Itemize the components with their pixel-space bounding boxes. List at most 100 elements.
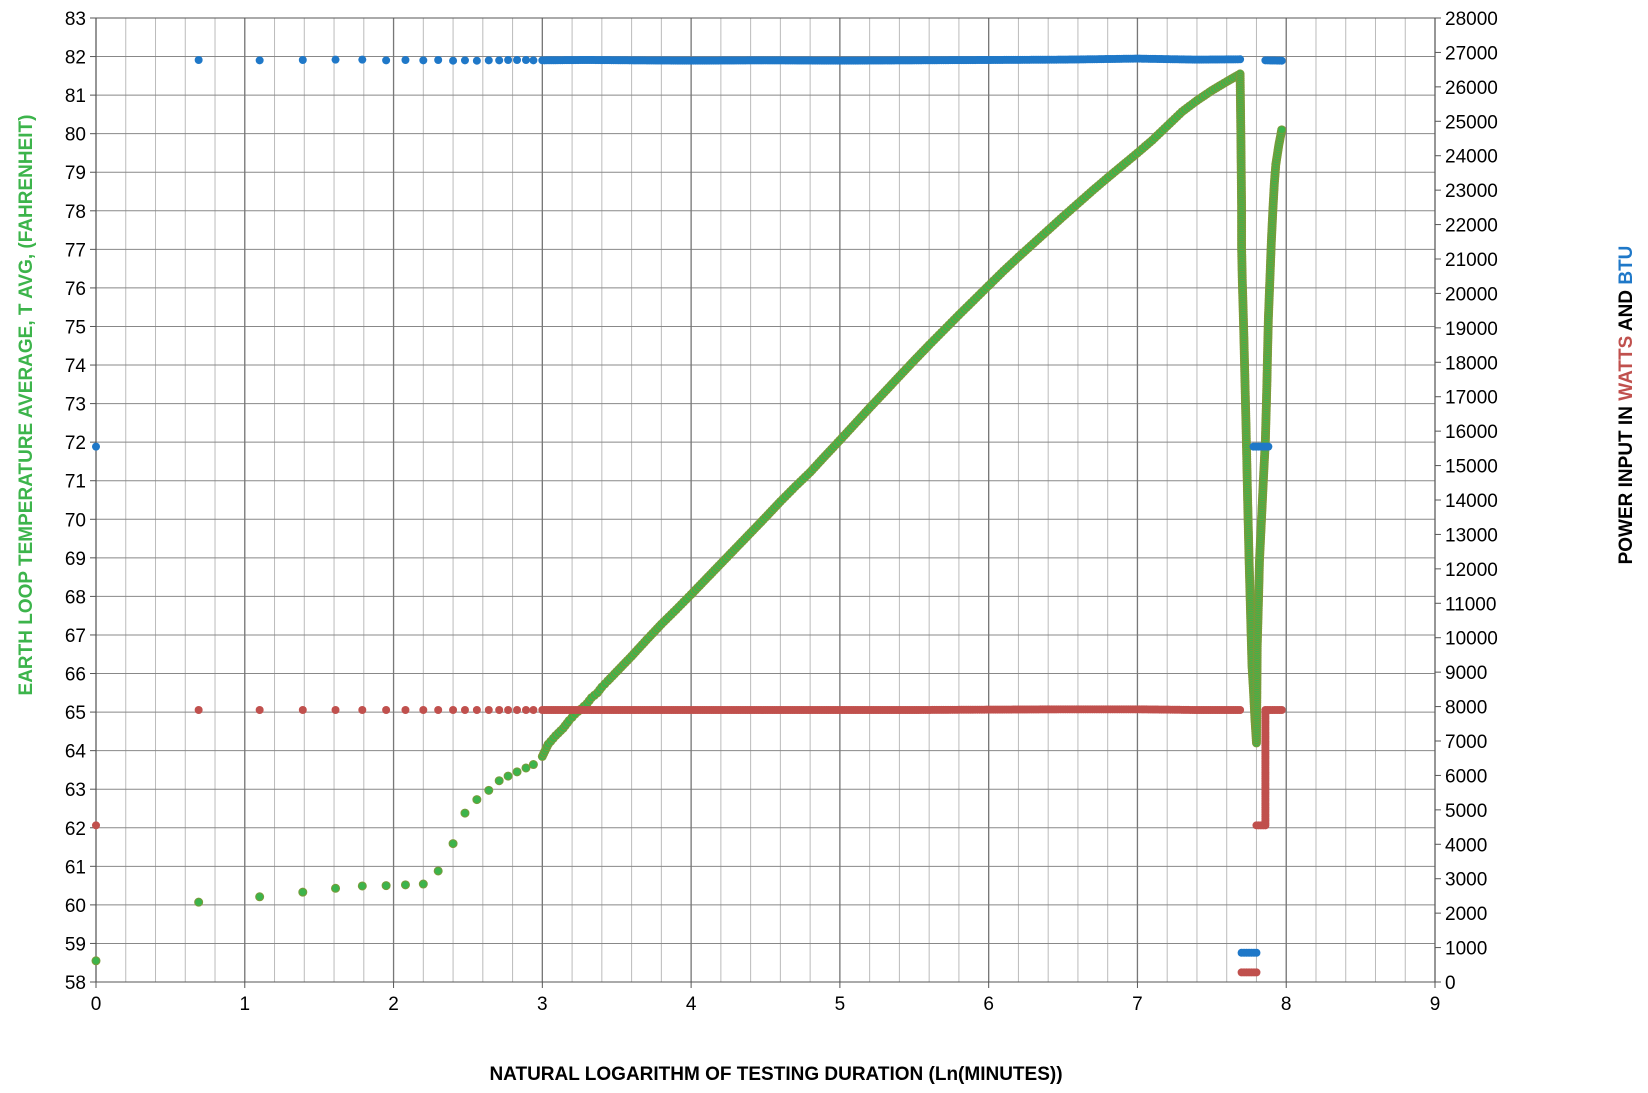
data-point xyxy=(381,881,391,891)
y-right-tick-label: 0 xyxy=(1445,973,1456,994)
data-point xyxy=(449,706,458,715)
y-right-tick-label: 21000 xyxy=(1445,250,1498,271)
data-point xyxy=(528,760,538,770)
data-point xyxy=(419,706,428,715)
x-tick-label: 2 xyxy=(388,994,399,1015)
y-right-tick-label: 20000 xyxy=(1445,284,1498,305)
series-0 xyxy=(91,69,1287,966)
y-left-tick-label: 70 xyxy=(65,510,86,531)
y-right-tick-label: 3000 xyxy=(1445,870,1487,891)
series-layer xyxy=(91,54,1287,977)
y-right-tick-label: 6000 xyxy=(1445,766,1487,787)
y-left-tick-label: 71 xyxy=(65,472,86,493)
minor-gridlines xyxy=(95,18,1436,982)
data-point xyxy=(484,706,493,715)
y-right-tick-label: 7000 xyxy=(1445,732,1487,753)
y-left-tick-label: 80 xyxy=(65,125,86,146)
series-2 xyxy=(92,54,1286,957)
y-left-tick-label: 79 xyxy=(65,163,86,184)
data-point xyxy=(434,56,443,64)
y-right-tick-label: 27000 xyxy=(1445,43,1498,64)
x-tick-label: 0 xyxy=(91,994,102,1015)
y-left-tick-label: 83 xyxy=(65,9,86,30)
data-point xyxy=(400,880,410,890)
data-point xyxy=(1252,948,1261,957)
y-right-tick-label: 26000 xyxy=(1445,78,1498,99)
y-right-tick-label: 15000 xyxy=(1445,457,1498,478)
data-point xyxy=(521,706,530,715)
y-axis-right-ticks: 0 1000 2000 3000 4000 5000 6000 7000 8000 9000 100… xyxy=(1435,9,1498,994)
y-axis-right-label-middle: AND xyxy=(1616,285,1637,336)
y-right-tick-label: 11000 xyxy=(1445,594,1496,615)
data-point xyxy=(419,56,428,65)
y-left-tick-label: 60 xyxy=(65,896,86,917)
data-point xyxy=(92,821,100,830)
y-right-tick-label: 5000 xyxy=(1445,801,1487,822)
data-point xyxy=(460,56,469,65)
data-point xyxy=(434,706,443,715)
data-point xyxy=(382,706,391,715)
series-1 xyxy=(92,705,1286,977)
data-point xyxy=(401,706,410,715)
data-point xyxy=(92,442,100,451)
y-right-tick-label: 9000 xyxy=(1445,663,1487,684)
major-gridlines xyxy=(95,17,1436,983)
data-point xyxy=(255,892,265,902)
y-axis-right-label-prefix: POWER INPUT IN xyxy=(1616,401,1637,565)
x-tick-label: 4 xyxy=(686,994,697,1015)
data-point xyxy=(331,883,341,893)
data-point xyxy=(504,56,513,64)
data-point xyxy=(331,55,340,64)
y-left-tick-label: 58 xyxy=(65,973,86,994)
y-right-tick-label: 19000 xyxy=(1445,319,1498,340)
y-left-tick-label: 76 xyxy=(65,279,86,300)
data-point xyxy=(255,56,264,65)
y-right-tick-label: 17000 xyxy=(1445,388,1498,409)
data-point xyxy=(298,887,308,897)
x-tick-label: 5 xyxy=(835,994,846,1015)
y-left-tick-label: 75 xyxy=(65,317,86,338)
data-point xyxy=(1236,55,1245,64)
y-left-tick-label: 59 xyxy=(65,934,86,955)
data-point xyxy=(521,56,530,64)
data-point xyxy=(357,881,367,891)
data-point xyxy=(513,706,522,715)
y-axis-right-label-watts: WATTS xyxy=(1616,336,1637,401)
y-right-tick-label: 18000 xyxy=(1445,353,1498,374)
data-point xyxy=(460,808,470,818)
data-point xyxy=(1277,125,1287,135)
data-point xyxy=(1252,968,1261,977)
y-right-tick-label: 13000 xyxy=(1445,525,1498,546)
y-right-tick-label: 4000 xyxy=(1445,835,1487,856)
y-right-tick-label: 1000 xyxy=(1445,939,1487,960)
y-axis-left-label: EARTH LOOP TEMPERATURE AVERAGE, T AVG, (… xyxy=(16,115,37,696)
y-right-tick-label: 23000 xyxy=(1445,181,1498,202)
data-point xyxy=(495,56,504,65)
x-axis-ticks: 0 1 2 3 4 5 6 7 8 9 xyxy=(91,982,1441,1015)
x-tick-label: 1 xyxy=(239,994,250,1015)
data-point xyxy=(529,706,538,715)
data-point xyxy=(484,785,494,795)
data-point xyxy=(472,795,482,805)
y-left-tick-label: 68 xyxy=(65,587,86,608)
data-point xyxy=(194,897,204,907)
y-right-tick-label: 2000 xyxy=(1445,904,1487,925)
y-right-tick-label: 12000 xyxy=(1445,560,1498,581)
data-point xyxy=(512,767,522,777)
data-point xyxy=(298,56,307,64)
data-point xyxy=(358,55,367,64)
y-right-tick-label: 28000 xyxy=(1445,9,1498,30)
data-point xyxy=(472,706,481,715)
y-left-tick-label: 77 xyxy=(65,240,86,261)
x-tick-label: 9 xyxy=(1430,994,1441,1015)
y-left-tick-label: 78 xyxy=(65,202,86,223)
data-point xyxy=(503,771,513,781)
data-point xyxy=(194,706,203,715)
y-right-tick-label: 14000 xyxy=(1445,491,1498,512)
data-point xyxy=(418,879,428,889)
y-left-tick-label: 69 xyxy=(65,549,86,570)
x-tick-label: 3 xyxy=(537,994,548,1015)
data-point xyxy=(382,56,391,65)
